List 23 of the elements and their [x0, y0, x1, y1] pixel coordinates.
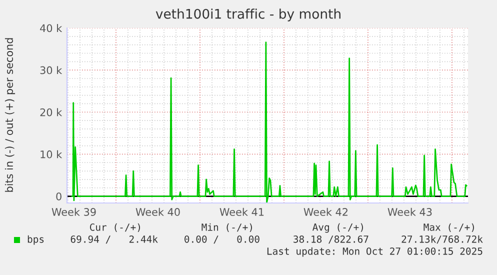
y-tick-label: 40 k [40, 24, 62, 32]
x-tick-label: Week 41 [220, 208, 264, 216]
text: 69.94 / 2.44k [70, 235, 158, 244]
legend-label: bps [28, 235, 44, 245]
x-tick-label: Week 43 [388, 208, 432, 216]
y-tick-label: 20 k [40, 108, 62, 116]
line-series [71, 42, 468, 203]
y-axis-title: bits in (-) / out (+) per second [4, 38, 16, 192]
x-tick-label: Week 42 [304, 208, 348, 216]
text: Last update: Mon Oct 27 01:00:15 2025 [267, 247, 482, 257]
text: Min (-/+) [202, 223, 252, 232]
x-tick-label: Week 39 [52, 208, 96, 216]
text: 38.18 /822.67 [294, 235, 368, 244]
y-tick-label: 10 k [40, 150, 62, 158]
x-tick-label: Week 40 [136, 208, 180, 216]
text: Avg (-/+) [312, 223, 363, 233]
y-tick-label: 30 k [40, 66, 62, 74]
chart-title: veth100i1 traffic - by month [156, 8, 340, 22]
y-tick-label: 0 [56, 192, 62, 200]
text: Cur (-/+) [90, 223, 140, 232]
text: Max (-/+) [424, 223, 474, 232]
text: 0.00 / 0.00 [184, 235, 260, 244]
text: 27.13k/768.72k [402, 235, 483, 244]
